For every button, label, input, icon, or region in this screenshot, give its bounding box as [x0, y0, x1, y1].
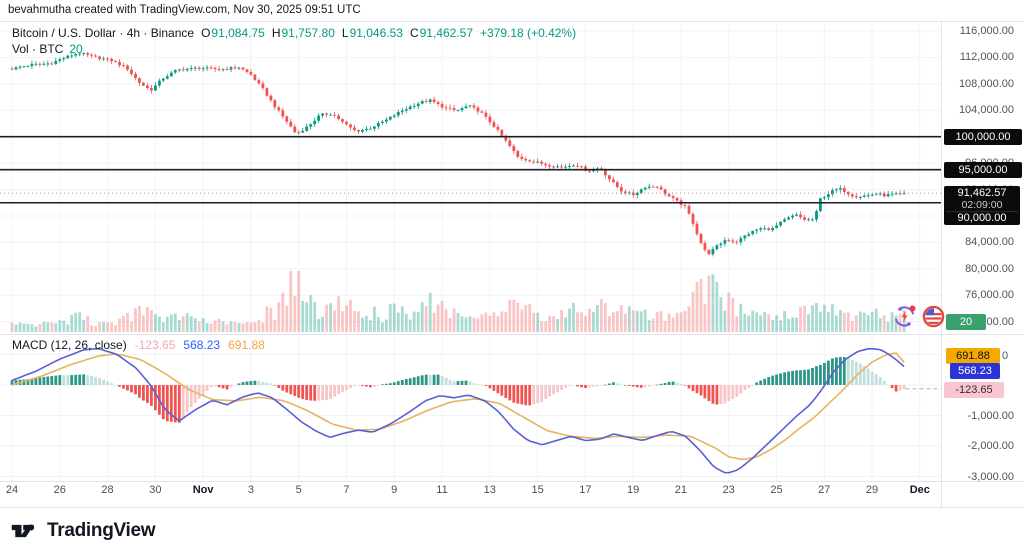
macd-axis-label: -3,000.00 [967, 470, 1014, 483]
time-axis-tick-24: 24 [5, 484, 19, 496]
price-axis-label: 84,000.00 [965, 236, 1014, 249]
tradingview-logo-text: TradingView [47, 520, 156, 541]
volume-value: 20 [69, 42, 83, 56]
volume-label: Vol · BTC [12, 42, 64, 56]
current-price-value: 91,462.57 [957, 187, 1007, 200]
chart-top-border [0, 21, 1024, 22]
symbol-legend[interactable]: Bitcoin / U.S. Dollar · 4h · Binance O91… [12, 26, 576, 40]
ohlc-low: L91,046.53 [341, 26, 403, 40]
time-axis-tick-15: 15 [531, 484, 544, 496]
time-axis-border [0, 481, 1024, 482]
time-axis-tick-21: 21 [674, 484, 688, 496]
macd-axis-macd-badge: 568.23 [950, 363, 1000, 379]
price-axis-label: 104,000.00 [958, 104, 1014, 117]
time-axis-tick-3: 3 [247, 484, 254, 496]
time-axis-tick-25: 25 [770, 484, 783, 496]
tradingview-logo-glyph [11, 524, 35, 538]
time-axis-tick-23: 23 [722, 484, 735, 496]
time-axis-tick-26: 26 [53, 484, 66, 496]
time-axis-tick-27: 27 [818, 484, 831, 496]
macd-hist-value: -123.65 [134, 338, 176, 352]
macd-axis-hist-badge: -123.65 [944, 382, 1004, 398]
price-axis-label: 80,000.00 [965, 262, 1014, 275]
pane-divider [0, 334, 1024, 335]
time-axis-tick-29: 29 [865, 484, 879, 496]
time-axis-tick-17: 17 [579, 484, 592, 496]
macd-line-value: 568.23 [183, 338, 221, 352]
ohlc-high: H91,757.80 [271, 26, 335, 40]
tradingview-logo[interactable]: TradingView [10, 520, 156, 542]
time-axis-tick-11: 11 [436, 484, 448, 496]
ohlc-open: O91,084.75 [201, 26, 265, 40]
ohlc-close: C91,462.57 [409, 26, 474, 40]
time-axis-tick-19: 19 [627, 484, 640, 496]
volume-legend[interactable]: Vol · BTC 20 [12, 42, 83, 56]
time-axis-tick-28: 28 [101, 484, 114, 496]
bar-countdown: 02:09:00 [961, 199, 1003, 212]
price-axis-label: 116,000.00 [959, 25, 1014, 37]
level-badge-90000: 90,000.00 [946, 211, 1018, 224]
price-axis-label: 108,000.00 [958, 77, 1014, 90]
time-axis-tick-5: 5 [295, 484, 302, 496]
chart-bottom-border [0, 507, 1024, 508]
time-axis-tick-30: 30 [149, 484, 162, 496]
symbol-title[interactable]: Bitcoin / U.S. Dollar · 4h · Binance [12, 26, 195, 40]
level-badge-100000: 100,000.00 [944, 128, 1022, 145]
price-axis-label: 76,000.00 [965, 289, 1014, 302]
macd-axis-signal-badge: 691.88 [946, 348, 1000, 364]
market-flag-icon[interactable] [922, 305, 945, 328]
current-price-badge: 91,462.57 02:09:00 90,000.00 [944, 186, 1020, 226]
price-axis-label: 112,000.00 [959, 51, 1014, 64]
macd-title: MACD (12, 26, close) [12, 338, 127, 352]
level-badge-95000: 95,000.00 [944, 161, 1022, 178]
time-axis-tick-7: 7 [343, 484, 350, 496]
macd-axis-label: -1,000.00 [967, 409, 1014, 422]
change-value: +379.18 (+0.42%) [480, 26, 577, 40]
macd-signal-value: 691.88 [228, 338, 265, 352]
time-axis-tick-dec: Dec [909, 484, 930, 496]
price-axis-border [941, 21, 942, 507]
time-axis-tick-9: 9 [391, 484, 398, 496]
time-axis-tick-13: 13 [483, 484, 496, 496]
volume-axis-badge: 20 [946, 313, 986, 330]
lightning-refresh-icon[interactable] [892, 304, 917, 329]
macd-axis-label: -2,000.00 [967, 440, 1014, 452]
attribution-text: bevahmutha created with TradingView.com,… [8, 4, 361, 16]
macd-legend[interactable]: MACD (12, 26, close) -123.65 568.23 691.… [12, 338, 265, 352]
time-axis-tick-nov: Nov [192, 484, 214, 496]
macd-axis-hidden-zero-label: 0 [1002, 350, 1009, 362]
